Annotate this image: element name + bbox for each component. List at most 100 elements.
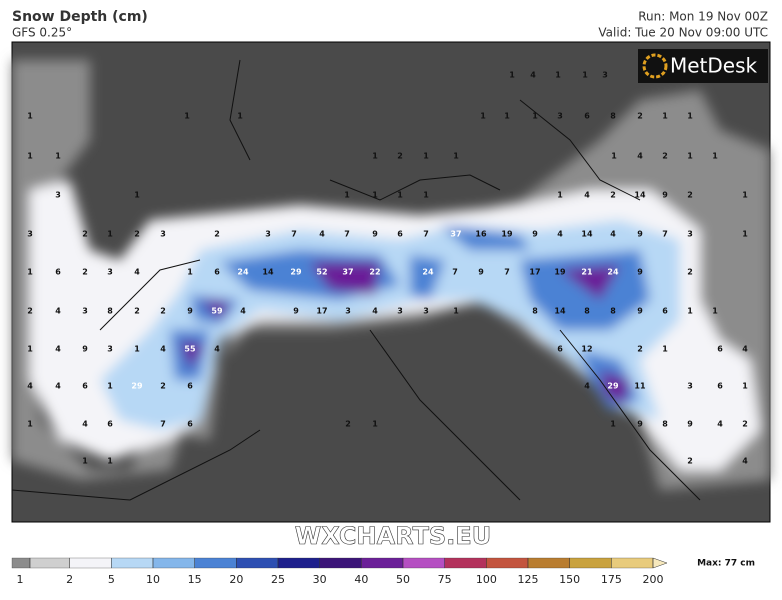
map-value-label: 8	[662, 420, 668, 429]
map-value-label: 1	[344, 191, 350, 200]
map-value-label: 2	[160, 382, 166, 391]
map-value-label: 2	[637, 345, 643, 354]
map-value-label: 4	[55, 382, 61, 391]
map-value-label: 9	[637, 420, 643, 429]
map-value-label: 1	[27, 112, 33, 121]
map-value-label: 1	[687, 152, 693, 161]
map-value-label: 2	[662, 152, 668, 161]
legend-tick-label: 1	[17, 573, 24, 586]
map-value-label: 2	[397, 152, 403, 161]
map-value-label: 29	[290, 268, 302, 277]
run: Run: Mon 19 Nov 00Z	[638, 10, 768, 24]
map-value-label: 3	[423, 307, 429, 316]
map-value-label: 6	[557, 345, 563, 354]
map-value-label: 4	[27, 382, 33, 391]
map-value-label: 6	[717, 382, 723, 391]
map-value-label: 7	[291, 230, 297, 239]
legend-swatch	[69, 557, 112, 569]
legend-tick-label: 10	[146, 573, 160, 586]
legend-tick-label: 175	[601, 573, 622, 586]
map-value-label: 1	[397, 191, 403, 200]
legend-tick-label: 30	[313, 573, 327, 586]
map-value-label: 2	[610, 191, 616, 200]
map-value-label: 8	[610, 112, 616, 121]
map-value-label: 4	[319, 230, 325, 239]
map-value-label: 4	[742, 345, 748, 354]
map-value-label: 9	[293, 307, 299, 316]
map-value-label: 6	[187, 420, 193, 429]
map-value-label: 9	[478, 268, 484, 277]
map-value-label: 9	[637, 268, 643, 277]
map-value-label: 37	[342, 268, 353, 277]
map-value-label: 3	[265, 230, 271, 239]
map-value-label: 1	[742, 230, 748, 239]
map-value-label: 7	[662, 230, 668, 239]
map-value-label: 1	[509, 71, 515, 80]
legend-swatch	[444, 557, 487, 569]
map-value-label: 8	[584, 307, 590, 316]
map-value-label: 9	[637, 307, 643, 316]
map-value-label: 1	[55, 152, 61, 161]
map-value-label: 6	[187, 382, 193, 391]
legend-tick-label: 5	[108, 573, 115, 586]
map-value-label: 3	[107, 345, 113, 354]
legend-tick-label: 2	[66, 573, 73, 586]
map-value-label: 8	[107, 307, 113, 316]
map-value-label: 6	[214, 268, 220, 277]
map-value-label: 9	[532, 230, 538, 239]
map-value-label: 12	[581, 345, 592, 354]
map-value-label: 7	[452, 268, 458, 277]
map-value-label: 3	[687, 230, 693, 239]
map-value-label: 4	[530, 71, 536, 80]
map-value-label: 1	[237, 112, 243, 121]
legend-swatch	[402, 557, 445, 569]
legend: 1 2 5 10 15 20 25 30 40 50 75 100 125 150 175 200	[11, 557, 668, 586]
map-value-label: 1	[712, 152, 718, 161]
map-value-label: 8	[532, 307, 538, 316]
legend-swatch	[29, 557, 70, 569]
legend-swatch	[319, 557, 362, 569]
map-value-label: 6	[397, 230, 403, 239]
legend-tick-label: 100	[476, 573, 497, 586]
logo-box: MetDesk	[638, 49, 768, 83]
map-value-label: 1	[107, 457, 113, 466]
map-value-label: 1	[187, 268, 193, 277]
map-value-label: 19	[554, 268, 566, 277]
map-value-label: 4	[637, 152, 643, 161]
map-value-label: 1	[687, 307, 693, 316]
legend-swatch	[11, 557, 31, 569]
legend-tick-label: 15	[188, 573, 202, 586]
map-value-label: 1	[134, 191, 140, 200]
watermark: WXCHARTS.EU	[295, 522, 491, 550]
map-value-label: 2	[742, 420, 748, 429]
legend-tick-label: 75	[438, 573, 452, 586]
map-value-label: 2	[134, 230, 140, 239]
legend-tick-label: 150	[559, 573, 580, 586]
legend-swatch	[486, 557, 529, 569]
map-value-label: 24	[422, 268, 434, 277]
map-value-label: 24	[607, 268, 619, 277]
legend-tick-label: 20	[229, 573, 243, 586]
map-value-label: 1	[184, 112, 190, 121]
map-value-label: 4	[610, 230, 616, 239]
map-value-label: 3	[602, 71, 608, 80]
map-value-label: 9	[687, 420, 693, 429]
legend-swatch	[277, 557, 320, 569]
map-value-label: 3	[82, 307, 88, 316]
map-value-label: 8	[610, 307, 616, 316]
map-value-label: 17	[529, 268, 540, 277]
map-value-label: 4	[55, 345, 61, 354]
legend-swatch	[111, 557, 154, 569]
map-value-label: 1	[27, 345, 33, 354]
map-value-label: 2	[134, 307, 140, 316]
map-value-label: 7	[160, 420, 166, 429]
map-value-label: 1	[662, 345, 668, 354]
legend-swatch	[611, 557, 654, 569]
legend-swatch	[152, 557, 195, 569]
map-value-label: 1	[611, 152, 617, 161]
map-value-label: 4	[717, 420, 723, 429]
map-value-label: 19	[501, 230, 513, 239]
map-value-label: 1	[742, 382, 748, 391]
map-value-label: 4	[240, 307, 246, 316]
map-value-label: 1	[423, 191, 429, 200]
